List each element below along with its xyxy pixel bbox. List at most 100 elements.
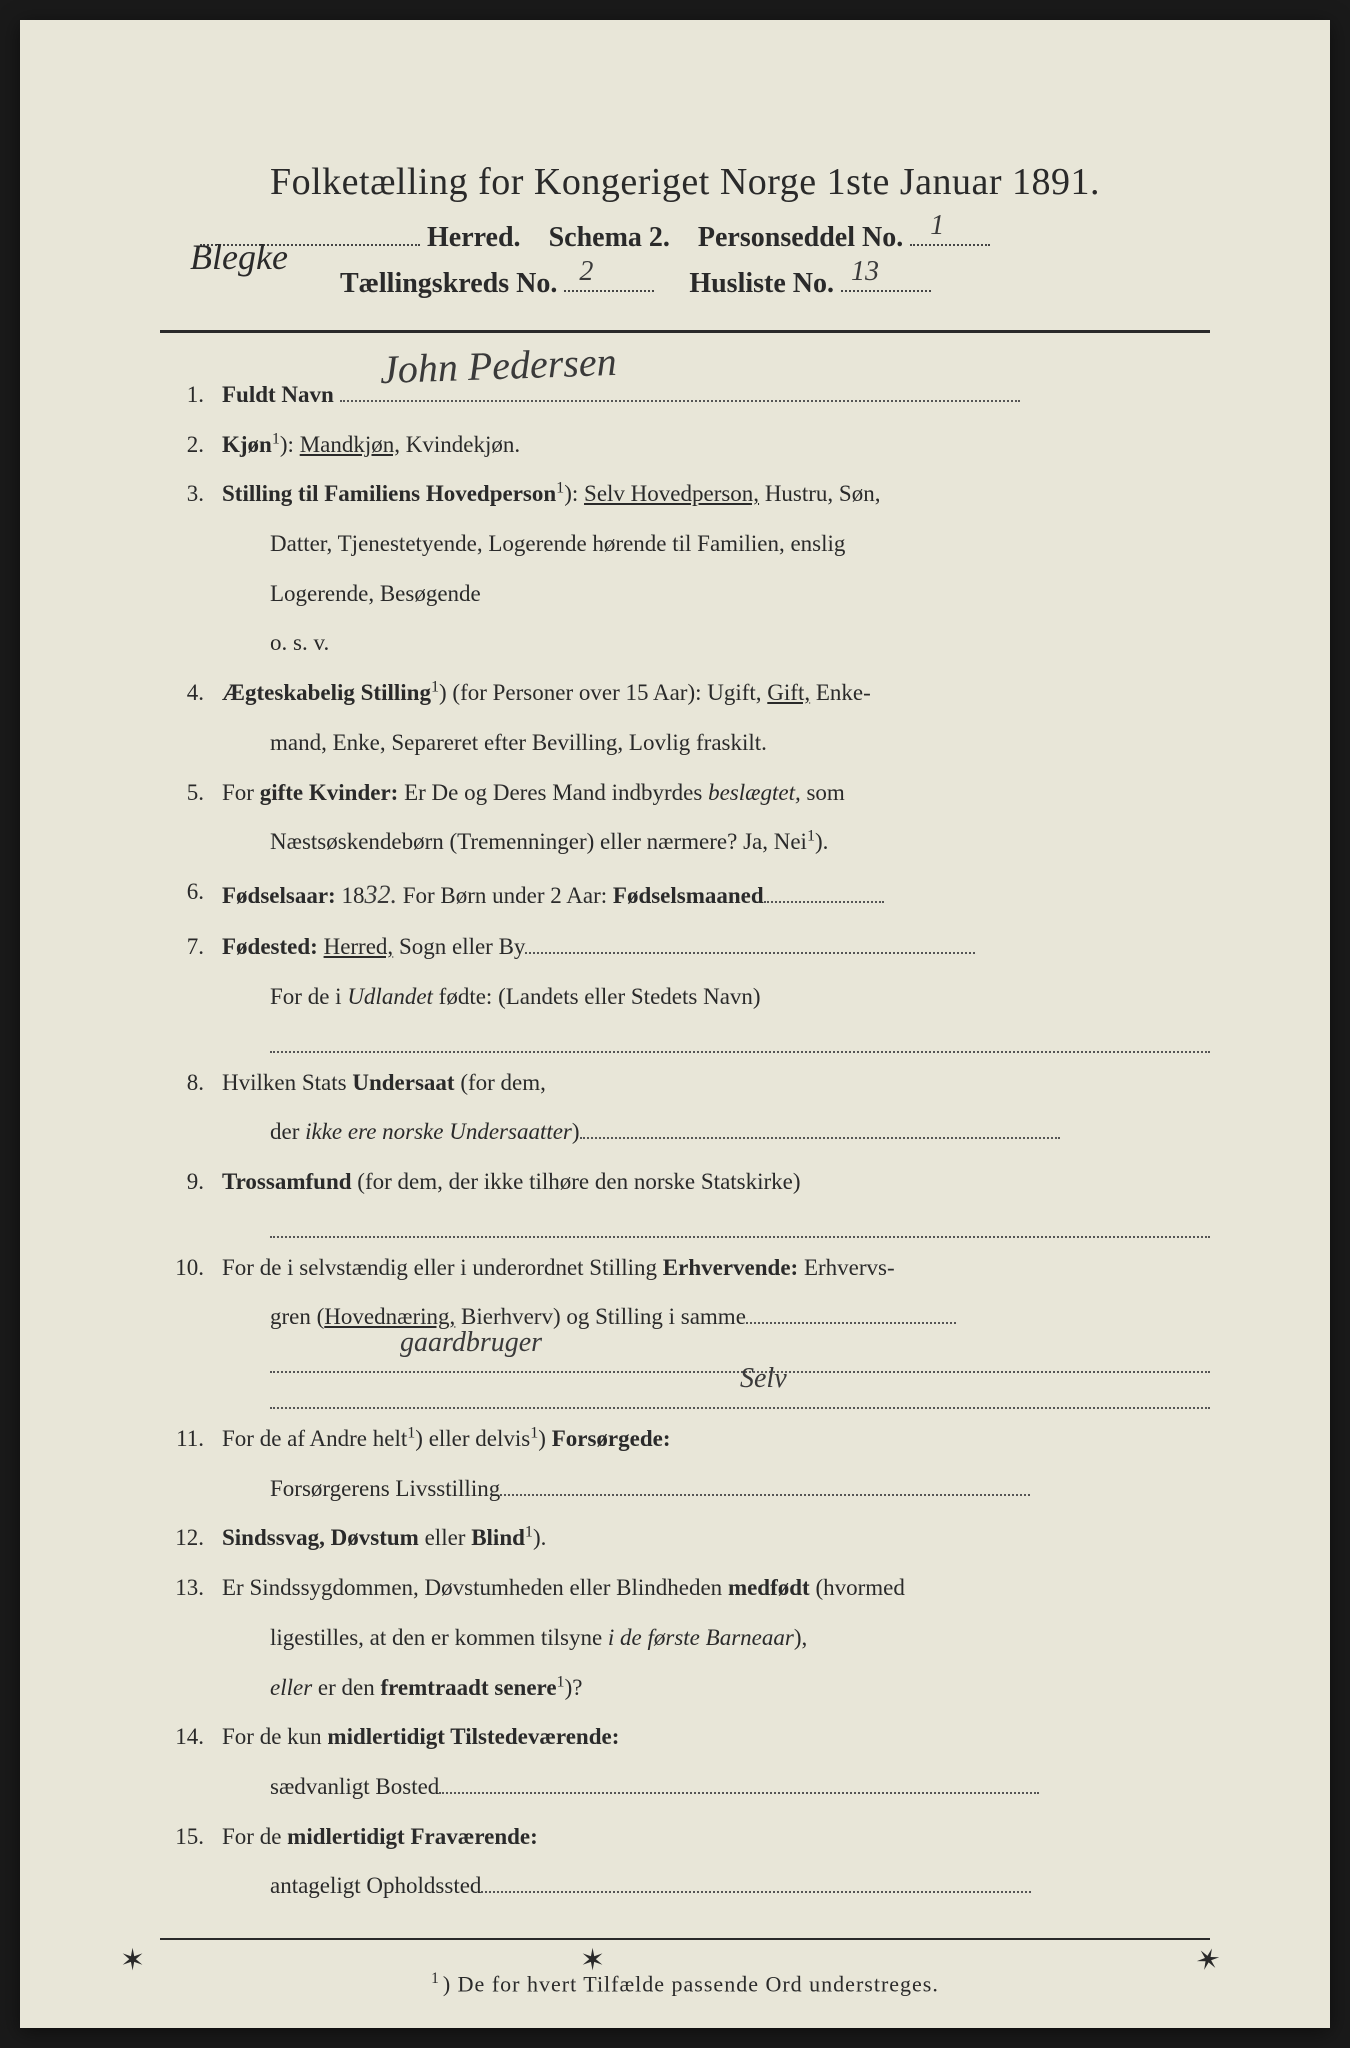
item-num: 9. [160, 1160, 222, 1204]
text: Enke- [810, 680, 871, 705]
item-content: Er Sindssygdommen, Døvstumheden eller Bl… [222, 1566, 1210, 1610]
item-num: 11. [160, 1417, 222, 1461]
dotted [764, 875, 884, 903]
underlined-mandkjon: Mandkjøn, [300, 432, 400, 457]
fodselsaar-handwritten: 32. [364, 880, 397, 909]
label-sindssvag: Sindssvag, Døvstum [222, 1525, 419, 1550]
personseddel-no: 1 [930, 210, 944, 242]
text: For de kun [222, 1724, 327, 1749]
footer-divider [160, 1938, 1210, 1940]
item-14-cont1: sædvanligt Bosted [160, 1765, 1210, 1809]
item-8-cont1: der ikke ere norske Undersaatter) [160, 1110, 1210, 1154]
label-fravaerende: midlertidigt Fraværende: [287, 1824, 538, 1849]
item-num: 3. [160, 472, 222, 516]
italic-beslaegtet: beslægtet, [708, 780, 801, 805]
text: Forsørgerens Livsstilling [270, 1476, 500, 1501]
text: For de i selvstændig eller i underordnet… [222, 1255, 663, 1280]
text: ): [564, 481, 584, 506]
herred-label: Herred. [427, 222, 521, 253]
text: Næstsøskendebørn (Tremenninger) eller næ… [270, 829, 807, 854]
item-content: Stilling til Familiens Hovedperson1): Se… [222, 472, 1210, 516]
item-num: 7. [160, 925, 222, 969]
text: Er De og Deres Mand indbyrdes [398, 780, 708, 805]
item-13-cont2: eller er den fremtraadt senere1)? [160, 1666, 1210, 1710]
item-14: 14. For de kun midlertidigt Tilstedevære… [160, 1715, 1210, 1759]
text: 18 [336, 883, 365, 908]
underlined-gift: Gift, [767, 680, 810, 705]
item-4-cont1: mand, Enke, Separeret efter Bevilling, L… [160, 721, 1210, 765]
item-content: Fødested: Herred, Sogn eller By [222, 925, 1210, 969]
label-tilstedevaerende: midlertidigt Tilstedeværende: [327, 1724, 619, 1749]
label-fremtraadt: fremtraadt senere [380, 1675, 556, 1700]
text: Hvilken Stats [222, 1070, 352, 1095]
text: Sogn eller By [393, 934, 525, 959]
text: gren ( [270, 1304, 324, 1329]
item-content: For de af Andre helt1) eller delvis1) Fo… [222, 1417, 1210, 1461]
item-3: 3. Stilling til Familiens Hovedperson1):… [160, 472, 1210, 516]
item-9: 9. Trossamfund (for dem, der ikke tilhør… [160, 1160, 1210, 1204]
item-7-cont1: For de i Udlandet fødte: (Landets eller … [160, 975, 1210, 1019]
navn-field: John Pedersen [340, 374, 1020, 402]
item-content: For de midlertidigt Fraværende: [222, 1815, 1210, 1859]
husliste-field: 13 [841, 290, 931, 292]
item-3-cont1: Datter, Tjenestetyende, Logerende hørend… [160, 522, 1210, 566]
text: sædvanligt Bosted [270, 1774, 439, 1799]
label-fodselsaar: Fødselsaar: [222, 883, 336, 908]
text: Er Sindssygdommen, Døvstumheden eller Bl… [222, 1575, 728, 1600]
text: For [222, 780, 260, 805]
item-15-cont1: antageligt Opholdssted [160, 1864, 1210, 1908]
item-num: 8. [160, 1061, 222, 1105]
text: antageligt Opholdssted [270, 1873, 481, 1898]
text: (for dem, der ikke tilhøre den norske St… [352, 1169, 801, 1194]
item-3-cont3: o. s. v. [160, 621, 1210, 665]
herred-handwritten: Blegke [190, 236, 288, 278]
header-line-3: Tællingskreds No. 2 Husliste No. 13 [160, 268, 1210, 300]
item-content: For de kun midlertidigt Tilstedeværende: [222, 1715, 1210, 1759]
item-10: 10. For de i selvstændig eller i underor… [160, 1246, 1210, 1290]
tallingskreds-field: 2 [564, 290, 654, 292]
text: der [270, 1119, 305, 1144]
text: For de af Andre helt [222, 1426, 407, 1451]
sup: 1 [525, 1524, 533, 1541]
item-2: 2. Kjøn1): Mandkjøn, Kvindekjøn. [160, 423, 1210, 467]
item-4: 4. Ægteskabelig Stilling1) (for Personer… [160, 671, 1210, 715]
text: For de [222, 1824, 287, 1849]
item-5: 5. For gifte Kvinder: Er De og Deres Man… [160, 771, 1210, 815]
item-num: 12. [160, 1516, 222, 1560]
erhverv-handwritten-2: Selv [740, 1352, 787, 1405]
form-header: Folketælling for Kongeriget Norge 1ste J… [160, 160, 1210, 300]
text: )? [565, 1675, 583, 1700]
text: er den [312, 1675, 380, 1700]
text: ), [794, 1625, 807, 1650]
tallingskreds-no: 2 [579, 256, 593, 288]
label-medfodt: medfødt [728, 1575, 810, 1600]
dotted [746, 1297, 956, 1325]
label-undersaat: Undersaat [352, 1070, 454, 1095]
text: ) (for Personer over 15 Aar): Ugift, [439, 680, 767, 705]
dotted [439, 1766, 1039, 1794]
item-1: 1. Fuldt Navn John Pedersen [160, 373, 1210, 417]
item-content: Hvilken Stats Undersaat (for dem, [222, 1061, 1210, 1105]
item-num: 6. [160, 870, 222, 919]
label-stilling: Stilling til Familiens Hovedperson [222, 481, 556, 506]
dotted [500, 1468, 1030, 1496]
item-7-dotted-line [270, 1025, 1210, 1053]
text: ). [533, 1525, 546, 1550]
footnote: 1) De for hvert Tilfælde passende Ord un… [160, 1970, 1210, 1997]
text: Erhvervs- [798, 1255, 894, 1280]
item-content: Ægteskabelig Stilling1) (for Personer ov… [222, 671, 1210, 715]
label-kjon: Kjøn [222, 432, 272, 457]
item-5-cont1: Næstsøskendebørn (Tremenninger) eller næ… [160, 820, 1210, 864]
item-num: 2. [160, 423, 222, 467]
dotted [481, 1866, 1031, 1894]
erhverv-handwritten-1: gaardbruger [400, 1316, 542, 1369]
item-content: Kjøn1): Mandkjøn, Kvindekjøn. [222, 423, 1210, 467]
sup: 1 [431, 678, 439, 695]
label-blind: Blind [471, 1525, 525, 1550]
personseddel-field: 1 [910, 244, 990, 246]
footnote-text: ) De for hvert Tilfælde passende Ord und… [443, 1971, 939, 1996]
item-num: 14. [160, 1715, 222, 1759]
item-12: 12. Sindssvag, Døvstum eller Blind1). [160, 1516, 1210, 1560]
text: som [801, 780, 845, 805]
text: ) [572, 1119, 580, 1144]
